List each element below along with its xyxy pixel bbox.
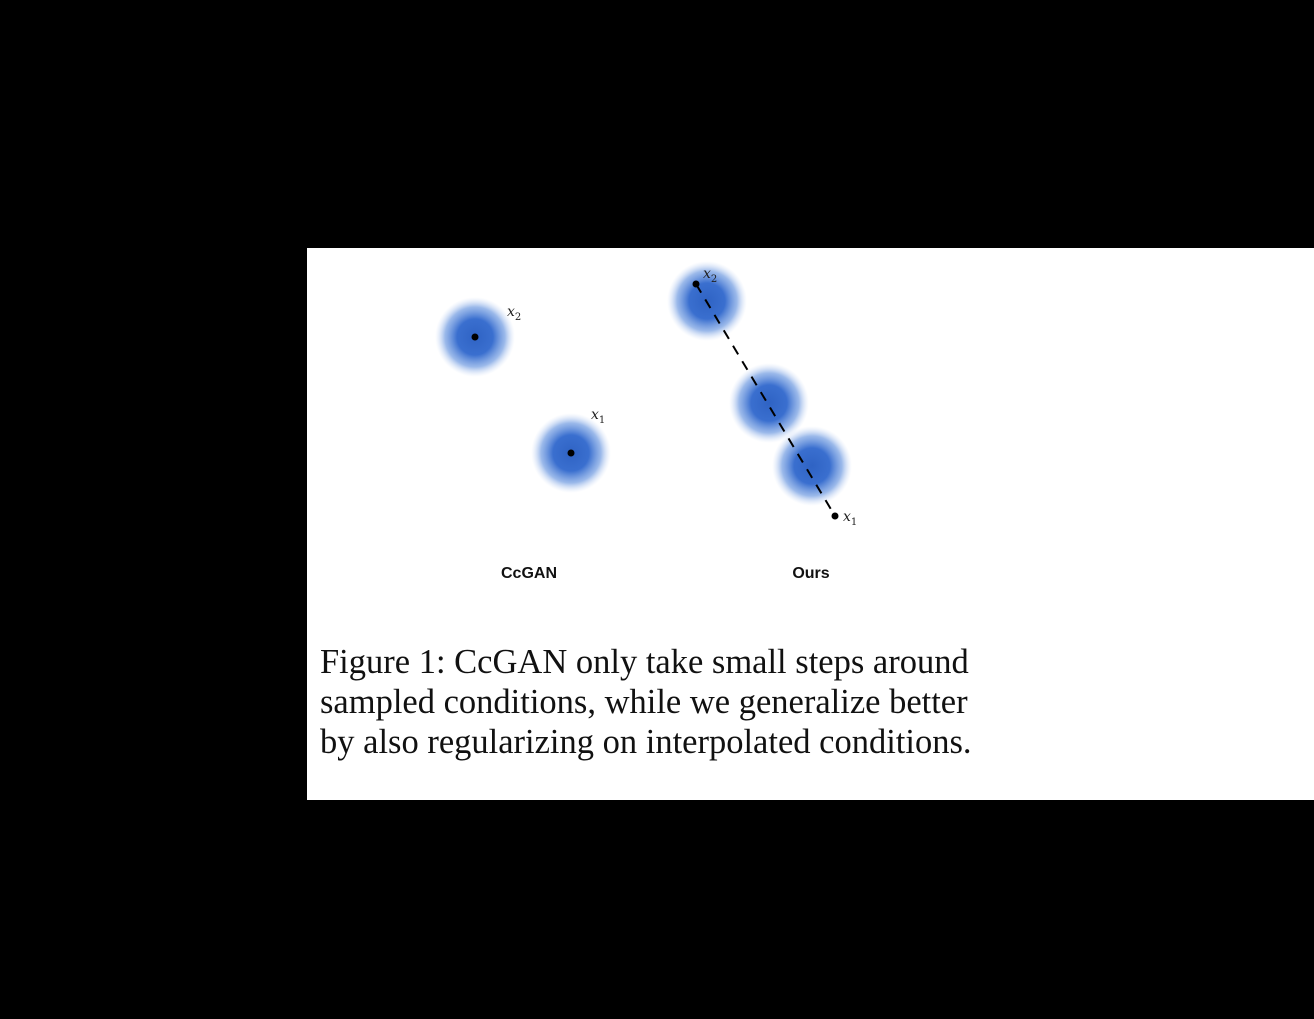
ours-x1-point	[831, 512, 839, 520]
figure-caption: Figure 1: CcGAN only take small steps ar…	[320, 642, 1020, 762]
ccgan-x2-point	[471, 333, 479, 341]
interpolation-dashed-line	[695, 283, 836, 517]
caption-line: sampled conditions, while we generalize …	[320, 683, 968, 721]
ours-x1-label: x1	[843, 509, 857, 528]
figure-panel: x2 x1 CcGAN x2 x1 Ours Figure 1: CcGAN o…	[307, 248, 1314, 800]
ours-x2-point	[692, 280, 700, 288]
ours-panel-label: Ours	[792, 565, 829, 582]
figure-illustration: x2 x1 CcGAN x2 x1 Ours	[435, 261, 857, 582]
ccgan-x2-label: x2	[507, 304, 521, 323]
ccgan-panel-label: CcGAN	[501, 565, 557, 582]
ours-interpolated-blob-2	[772, 426, 852, 506]
ccgan-x1-point	[567, 449, 575, 457]
caption-line: Figure 1: CcGAN only take small steps ar…	[320, 643, 969, 681]
ours-interpolated-blob-1	[729, 363, 809, 443]
ours-x2-label: x2	[703, 266, 717, 285]
caption-line: by also regularizing on interpolated con…	[320, 723, 972, 761]
ccgan-diagram: x2 x1 CcGAN	[435, 297, 611, 582]
ours-diagram: x2 x1 Ours	[667, 261, 857, 582]
ccgan-x1-label: x1	[591, 407, 605, 426]
